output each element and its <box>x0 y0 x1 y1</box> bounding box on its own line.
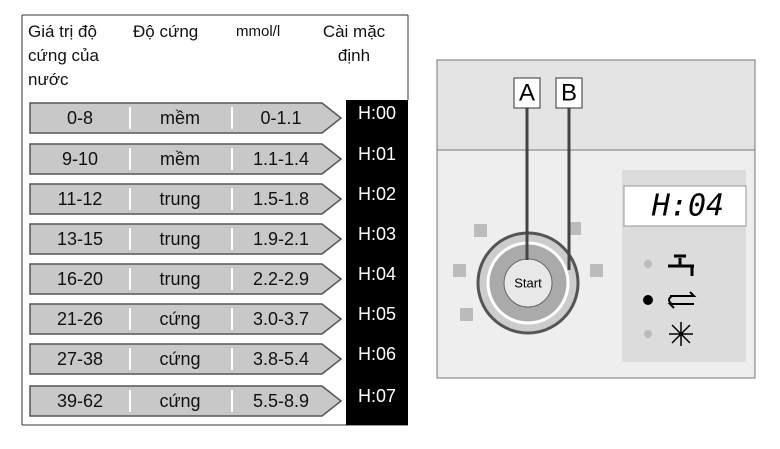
table-cell: 0-8 <box>67 108 93 128</box>
row-arrow <box>29 303 343 335</box>
table-cell: 2.2-2.9 <box>253 269 309 289</box>
row-arrow <box>29 343 343 375</box>
table-cell: 3.0-3.7 <box>253 309 309 329</box>
setting-cell: H:02 <box>358 184 396 204</box>
table-cell: cứng <box>159 349 200 369</box>
table-cell: 1.5-1.8 <box>253 189 309 209</box>
setting-cell: H:00 <box>358 103 396 123</box>
table-cell: 1.9-2.1 <box>253 229 309 249</box>
table-cell: 39-62 <box>57 391 103 411</box>
led <box>590 264 603 277</box>
table-cell: trung <box>159 189 200 209</box>
indicator <box>644 330 652 338</box>
header-cell: mmol/l <box>236 23 281 40</box>
table-cell: trung <box>159 269 200 289</box>
led <box>460 308 473 321</box>
table-cell: 1.1-1.4 <box>253 149 309 169</box>
display-text: H:04 <box>651 189 724 224</box>
table-cell: 11-12 <box>58 189 103 209</box>
table-cell: cứng <box>159 309 200 329</box>
header-cell: Độ cứng <box>133 22 199 41</box>
table-cell: 21-26 <box>57 309 103 329</box>
table-cell: cứng <box>159 391 200 411</box>
setting-cell: H:01 <box>358 144 396 164</box>
table-cell: trung <box>159 229 200 249</box>
setting-cell: H:07 <box>358 386 396 406</box>
table-cell: 27-38 <box>57 349 103 369</box>
indicator <box>644 260 652 268</box>
indicator <box>643 295 653 305</box>
table-cell: 9-10 <box>62 149 98 169</box>
row-arrow <box>29 263 343 295</box>
rinse-icon <box>667 291 697 309</box>
row-arrow <box>29 183 343 215</box>
leds <box>453 222 603 321</box>
row-arrow <box>29 385 343 417</box>
row-arrow <box>29 223 343 255</box>
setting-cell: H:05 <box>358 304 396 324</box>
label-box <box>513 77 541 109</box>
table-cell: 5.5-8.9 <box>253 391 309 411</box>
row-arrow <box>29 143 343 175</box>
display-screen <box>623 185 747 227</box>
table-cell: 3.8-5.4 <box>253 349 309 369</box>
table-cell: 13-15 <box>57 229 103 249</box>
callout-label: A <box>519 79 535 106</box>
header-cell: Cài mặc định <box>322 22 386 65</box>
table-cell: 16-20 <box>57 269 103 289</box>
table-cell: 0-1.1 <box>260 108 301 128</box>
setting-column <box>346 100 408 425</box>
table-cell: mềm <box>160 108 200 128</box>
row-arrow <box>29 102 343 134</box>
led <box>453 264 466 277</box>
table-cell: mềm <box>160 149 200 169</box>
setting-cell: H:03 <box>358 224 396 244</box>
header-cell: Giá trị độ cứng của nước <box>28 22 99 89</box>
sun-icon <box>669 322 693 346</box>
setting-cell: H:04 <box>358 264 396 284</box>
tap-icon <box>668 254 694 276</box>
callout-label: B <box>561 79 577 106</box>
setting-cell: H:06 <box>358 344 396 364</box>
led <box>474 224 487 237</box>
led <box>568 222 581 235</box>
start-label: Start <box>514 275 542 290</box>
label-box <box>555 77 583 109</box>
